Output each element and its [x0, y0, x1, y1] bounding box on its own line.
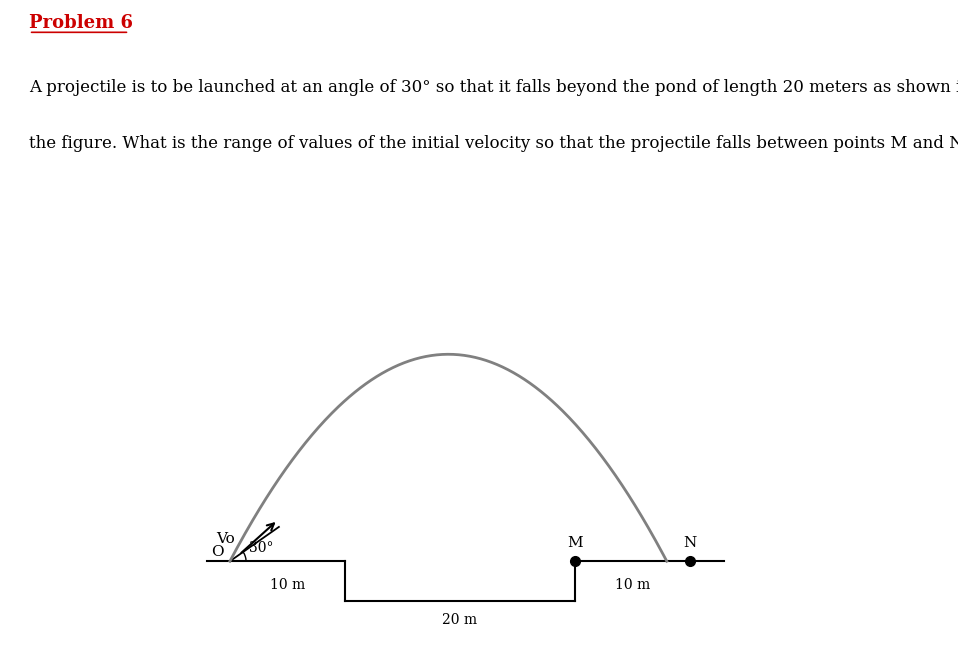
Text: 10 m: 10 m [270, 579, 305, 593]
Text: O: O [212, 545, 224, 559]
Text: the figure. What is the range of values of the initial velocity so that the proj: the figure. What is the range of values … [29, 135, 958, 152]
Text: N: N [683, 536, 696, 550]
Text: 20 m: 20 m [443, 613, 477, 627]
Text: Problem 6: Problem 6 [29, 14, 133, 32]
Text: Vo: Vo [216, 532, 235, 546]
Text: 30°: 30° [249, 541, 274, 555]
Text: 10 m: 10 m [615, 579, 650, 593]
Text: A projectile is to be launched at an angle of 30° so that it falls beyond the po: A projectile is to be launched at an ang… [29, 79, 958, 96]
Text: M: M [567, 536, 582, 550]
